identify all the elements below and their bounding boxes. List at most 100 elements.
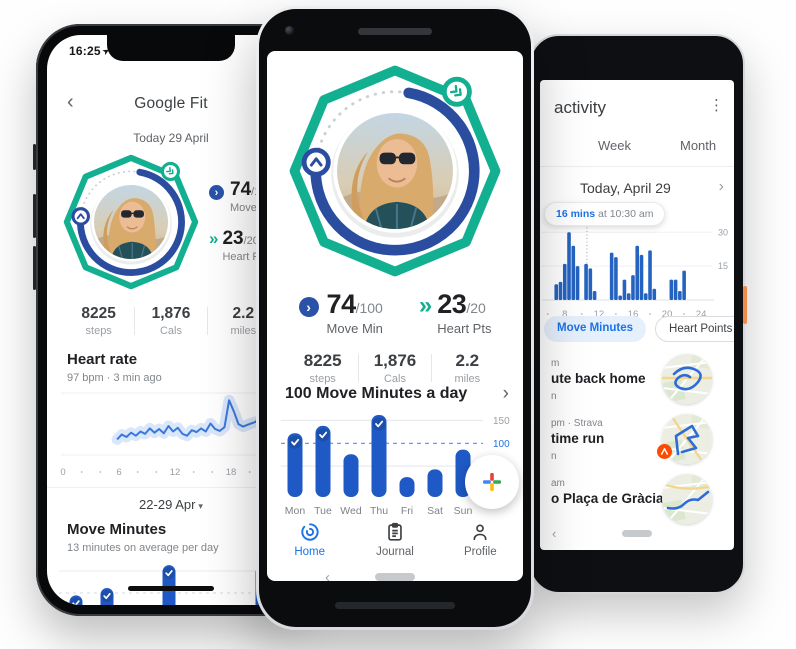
activity-time: am [551, 478, 565, 489]
svg-text:150: 150 [493, 416, 510, 427]
svg-text:8: 8 [562, 309, 567, 320]
move-minutes-title: Move Minutes [67, 521, 167, 538]
svg-text:16: 16 [628, 309, 639, 320]
move-chevron-icon: › [209, 185, 224, 200]
heart-goal: /20 [243, 235, 259, 247]
svg-text:30: 30 [718, 227, 728, 237]
gesture-bar: ‹ [267, 569, 523, 581]
nav-profile[interactable]: Profile [438, 513, 523, 565]
svg-text:Wed: Wed [340, 505, 362, 517]
divider [206, 307, 208, 335]
daily-stats-row: 8225 steps 1,876 Cals 2.2 miles [63, 305, 279, 337]
move-minutes-subtitle: 13 minutes on average per day [67, 542, 219, 554]
home-pill[interactable] [622, 530, 652, 537]
date-range-selector[interactable]: 22-29 Apr ▾ [139, 497, 203, 512]
back-chevron-icon[interactable]: ‹ [67, 91, 74, 113]
daily-stats-row: 8225 steps 1,876 Cals 2.2 miles [287, 351, 503, 385]
activity-duration: n [551, 451, 557, 462]
calories-stat: 1,876 Cals [373, 351, 417, 385]
section-divider [47, 487, 295, 488]
activity-time: m [551, 358, 560, 369]
chip-move-minutes[interactable]: Move Minutes [544, 316, 647, 342]
activity-list-item[interactable]: m ute back home n [540, 354, 734, 414]
nav-journal-label: Journal [376, 545, 414, 558]
nav-home-label: Home [294, 545, 325, 558]
chart-tooltip: 16 mins at 10:30 am [544, 202, 666, 226]
activity-duration: n [551, 391, 557, 402]
nav-profile-label: Profile [464, 545, 497, 558]
volume-up-button [33, 194, 36, 238]
activity-list-item[interactable]: am o Plaça de Gràcia [540, 474, 734, 534]
tab-week[interactable]: Week [598, 138, 631, 153]
nav-journal[interactable]: Journal [352, 513, 437, 565]
chevron-right-icon: › [502, 383, 509, 404]
mute-switch [33, 144, 36, 170]
profile-person-icon [473, 523, 487, 540]
svg-text:Thu: Thu [370, 505, 388, 517]
heart-rate-chart[interactable]: 0 6 12 18 [57, 387, 295, 479]
move-goal-section-header[interactable]: 100 Move Minutes a day › [285, 383, 509, 405]
iphone-screen: 16:25➤ ‹ Google Fit Today 29 April › 74 /… [47, 35, 295, 605]
svg-text:Sat: Sat [427, 505, 443, 517]
calories-stat: 1,876 Cals [151, 305, 191, 337]
svg-text:24: 24 [696, 309, 707, 320]
heart-value: 23 [222, 228, 244, 249]
nav-home[interactable]: Home [267, 513, 352, 565]
date-label: Today 29 April [133, 131, 209, 145]
move-value: 74 [230, 179, 252, 200]
route-map-thumbnail [662, 354, 712, 404]
activity-title: time run [551, 431, 605, 446]
svg-text:12: 12 [170, 467, 181, 478]
power-button-orange [743, 286, 747, 324]
heart-double-chevron-icon: » [418, 292, 432, 319]
activity-list-item[interactable]: pm · Strava time run n [540, 414, 734, 474]
svg-text:20: 20 [662, 309, 673, 320]
move-value: 74 [326, 289, 357, 319]
pixel-screen-center: › 74/100 Move Min » 23/20 Heart Pts [267, 51, 523, 581]
move-chevron-icon: › [298, 297, 319, 317]
svg-text:Mon: Mon [285, 505, 306, 517]
route-map-thumbnail [662, 474, 712, 524]
heart-goal: /20 [466, 300, 486, 316]
day-activity-chart[interactable]: 15 30 8 12 16 20 24 [540, 220, 734, 328]
activity-ring-large [279, 55, 511, 287]
volume-down-button [33, 246, 36, 290]
bottom-navigation: Home Journal [267, 513, 523, 565]
svg-text:0: 0 [60, 467, 65, 478]
day-card-chevron-icon[interactable]: › [718, 178, 724, 195]
heart-double-chevron-icon: » [209, 229, 219, 248]
pixel-device-frame-center: › 74/100 Move Min » 23/20 Heart Pts [256, 6, 534, 630]
activity-title: ute back home [551, 371, 646, 386]
home-pill[interactable] [375, 573, 415, 581]
kebab-menu-icon[interactable]: ⋮ [709, 97, 724, 114]
divider [430, 354, 432, 382]
home-indicator[interactable] [128, 586, 214, 591]
divider [358, 354, 360, 382]
move-label: Move Min [326, 321, 383, 336]
back-chevron-icon[interactable]: ‹ [552, 526, 557, 541]
heart-label: Heart Pts [437, 321, 492, 336]
activity-page-title: activity [554, 98, 606, 117]
add-activity-fab[interactable] [465, 455, 519, 509]
tab-month[interactable]: Month [680, 138, 717, 153]
activity-ring-small [57, 148, 205, 296]
svg-text:18: 18 [226, 467, 237, 478]
steps-stat: 8225 steps [81, 305, 116, 337]
svg-text:Tue: Tue [314, 505, 332, 517]
move-minutes-metric: › 74/100 Move Min [298, 289, 383, 336]
svg-text:Sun: Sun [454, 505, 473, 517]
miles-stat: 2.2 miles [230, 305, 257, 337]
heart-points-metric: » 23/20 Heart Pts [418, 291, 492, 337]
home-rings-icon [301, 522, 319, 541]
strava-badge-icon [657, 444, 672, 459]
chip-heart-points[interactable]: Heart Points [655, 316, 734, 342]
steps-stat: 8225 steps [303, 351, 342, 385]
svg-text:100: 100 [493, 439, 510, 450]
location-arrow-icon: ➤ [100, 44, 112, 58]
iphone-notch [107, 35, 235, 61]
back-chevron-icon[interactable]: ‹ [325, 569, 330, 581]
status-bar-time: 16:25➤ [69, 44, 112, 58]
svg-text:Fri: Fri [401, 505, 413, 517]
tabs-divider [540, 166, 734, 167]
move-goal: /100 [355, 300, 383, 316]
